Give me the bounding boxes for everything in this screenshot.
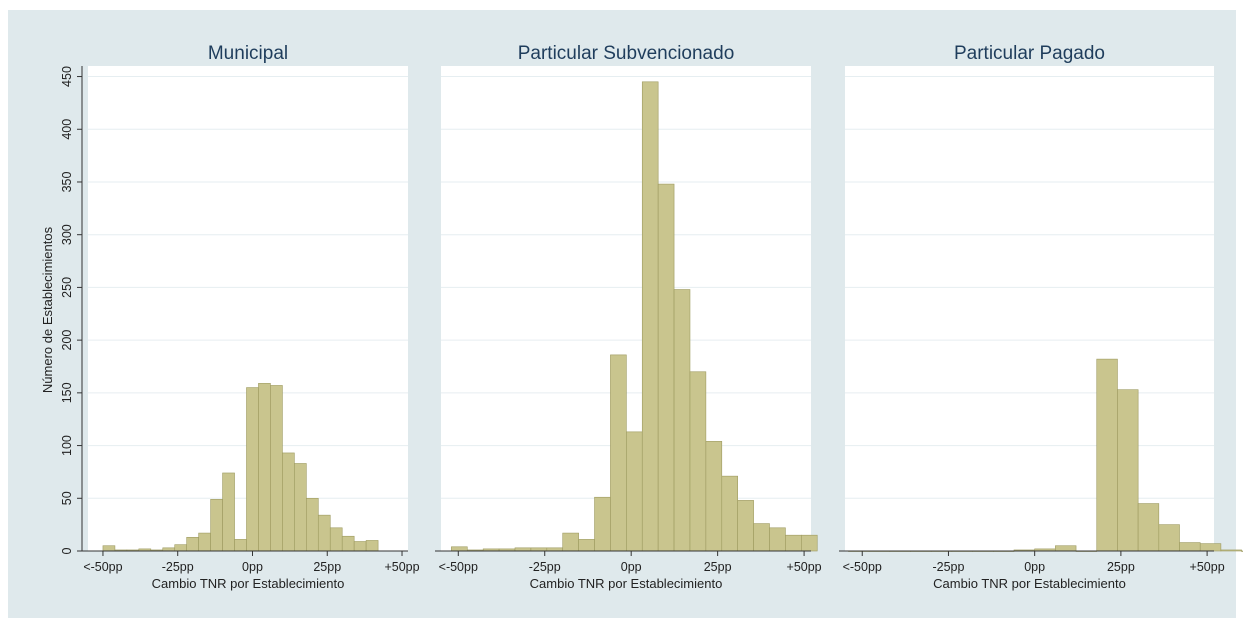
histogram-bar xyxy=(341,535,355,552)
x-axis-title: Cambio TNR por Establecimiento xyxy=(152,576,345,591)
panel-1: <-50pp -25pp 0pp 25pp +50pp Cambio TNR por Es… xyxy=(60,43,420,591)
histogram-bar xyxy=(246,387,259,552)
histogram-bar xyxy=(210,499,223,552)
histogram-bar xyxy=(626,431,643,552)
histogram-bar xyxy=(317,514,331,552)
histogram-bar xyxy=(689,371,707,552)
x-tick-label: -25pp xyxy=(529,560,561,574)
histogram-bar xyxy=(306,497,319,552)
histogram-bar xyxy=(721,475,738,552)
y-tick-label: 300 xyxy=(60,224,74,245)
x-tick-label: 25pp xyxy=(704,560,732,574)
y-tick-label: 250 xyxy=(60,277,74,298)
y-tick-label: 0 xyxy=(60,547,74,554)
histogram-bar xyxy=(270,385,283,552)
x-tick-label: 25pp xyxy=(313,560,341,574)
histogram-bar xyxy=(657,183,675,552)
histogram-bar xyxy=(353,541,367,552)
panel-title: Particular Subvencionado xyxy=(518,43,735,64)
histogram-bar xyxy=(705,441,723,552)
histogram-bar xyxy=(594,496,611,552)
histogram-bar xyxy=(329,527,343,552)
x-tick-label: +50pp xyxy=(384,560,419,574)
y-tick-label: 350 xyxy=(60,172,74,193)
histogram-bar xyxy=(174,544,187,552)
x-tick-label: -25pp xyxy=(932,560,964,574)
x-tick-label: 0pp xyxy=(621,560,642,574)
histogram-bar xyxy=(102,545,116,552)
histogram-bar xyxy=(451,546,468,552)
x-tick-label: 25pp xyxy=(1107,560,1135,574)
histogram-bar xyxy=(234,539,247,552)
y-tick-label: 100 xyxy=(60,435,74,456)
histogram-bar xyxy=(1220,549,1242,552)
histogram-bar xyxy=(1241,550,1243,552)
histogram-bar xyxy=(258,383,271,552)
x-axis-title: Cambio TNR por Establecimiento xyxy=(530,576,723,591)
histogram-bar xyxy=(1179,542,1201,552)
y-tick-label: 400 xyxy=(60,119,74,140)
histogram-bar xyxy=(801,534,818,552)
histogram-bar xyxy=(785,534,802,552)
histogram-bar xyxy=(562,532,579,552)
y-axis-label: Número de Establecimientos xyxy=(40,226,55,393)
histogram-bar xyxy=(1137,503,1160,552)
histogram-bar xyxy=(578,539,595,552)
histogram-bar xyxy=(610,354,627,552)
panels: <-50pp -25pp 0pp 25pp +50pp Cambio TNR por Es… xyxy=(60,43,1243,591)
panel-3: <-50pp -25pp 0pp 25pp +50pp Cambio TNR por Es… xyxy=(839,43,1243,591)
x-tick-label: <-50pp xyxy=(83,560,122,574)
histogram-bar xyxy=(1096,358,1118,552)
histogram-bar xyxy=(737,500,754,552)
histogram-bar xyxy=(1158,524,1180,552)
x-tick-label: 0pp xyxy=(1024,560,1045,574)
y-tick-label: 450 xyxy=(60,66,74,87)
histogram-bar xyxy=(282,452,295,552)
histogram-bar xyxy=(294,463,307,552)
histogram-bar xyxy=(365,540,379,552)
histogram-bar xyxy=(222,472,235,552)
x-tick-label: <-50pp xyxy=(843,560,882,574)
histogram-bar xyxy=(753,523,770,552)
histogram-bar xyxy=(1055,545,1077,552)
y-tick-label: 200 xyxy=(60,330,74,351)
histogram-bar xyxy=(673,289,691,552)
histogram-bar xyxy=(769,527,786,552)
x-tick-label: <-50pp xyxy=(439,560,478,574)
plot-area xyxy=(845,66,1214,551)
x-tick-label: 0pp xyxy=(242,560,263,574)
y-tick-label: 50 xyxy=(60,491,74,505)
histogram-bar xyxy=(186,536,199,552)
histogram-bar xyxy=(1199,543,1222,552)
x-tick-label: -25pp xyxy=(162,560,194,574)
x-tick-label: +50pp xyxy=(1190,560,1225,574)
panel-title: Particular Pagado xyxy=(954,43,1105,64)
histogram-bar xyxy=(641,81,659,552)
x-tick-label: +50pp xyxy=(787,560,822,574)
x-axis-title: Cambio TNR por Establecimiento xyxy=(933,576,1126,591)
histogram-bar xyxy=(198,532,211,552)
y-tick-label: 150 xyxy=(60,382,74,403)
panel-2: <-50pp -25pp 0pp 25pp +50pp Cambio TNR por Es… xyxy=(435,43,822,591)
histogram-bar xyxy=(1117,389,1139,552)
panel-title: Municipal xyxy=(208,43,288,64)
